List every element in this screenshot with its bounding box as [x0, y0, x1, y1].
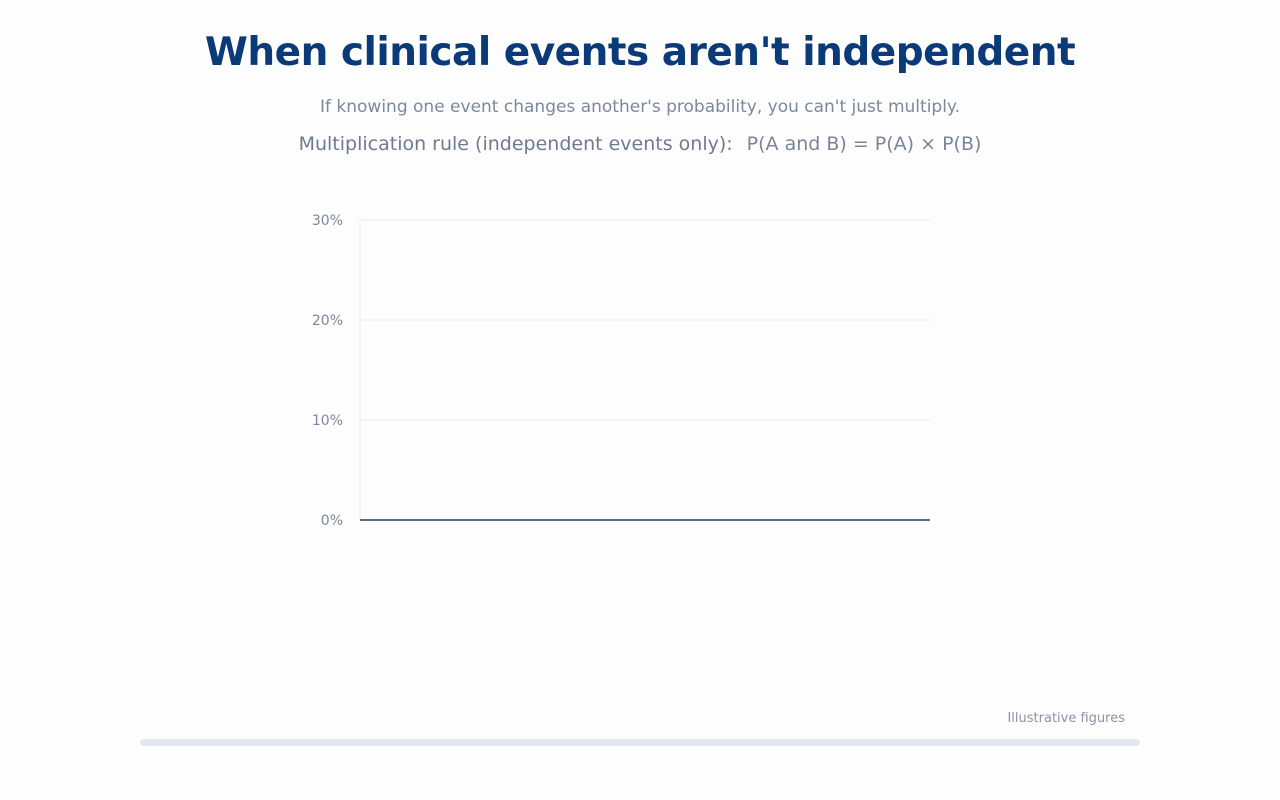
rule-label: Multiplication rule (independent events … [298, 133, 733, 155]
page-title: When clinical events aren't independent [204, 30, 1076, 75]
probability-chart: 0% 10% 20% 30% [300, 205, 950, 535]
multiplication-rule: Multiplication rule (independent events … [0, 133, 1280, 155]
rule-formula: P(A and B) = P(A) × P(B) [746, 133, 982, 155]
y-tick-label: 10% [312, 413, 343, 429]
page-subtitle: If knowing one event changes another's p… [320, 97, 960, 117]
y-tick-label: 20% [312, 313, 343, 329]
y-tick-label: 0% [321, 513, 343, 529]
y-tick-label: 30% [312, 213, 343, 229]
chart-svg: 0% 10% 20% 30% [312, 213, 930, 529]
footnote: Illustrative figures [1007, 711, 1125, 726]
progress-track [140, 739, 1140, 746]
